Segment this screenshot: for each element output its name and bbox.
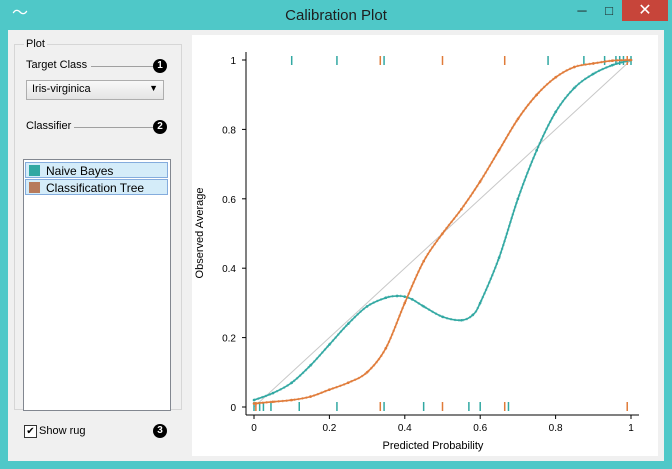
y-tick-label: 0.6 [222,195,236,206]
classification-tree-point [328,388,331,391]
naive-bayes-point [271,391,275,395]
naive-bayes-point [395,294,399,298]
classification-tree-point [554,76,557,79]
naive-bayes-point [460,318,463,322]
naive-bayes-point [422,305,425,308]
naive-bayes-point [516,197,520,201]
list-item-naive-bayes[interactable]: Naive Bayes [25,162,168,178]
classification-tree-point [478,180,482,183]
naive-bayes-point [290,381,293,385]
y-tick-label: 0.4 [222,264,236,275]
naive-bayes-point [346,322,350,326]
naive-bayes-point [365,305,369,308]
classification-tree-point [516,117,520,121]
naive-bayes-point [441,315,444,319]
x-tick-label: 0.8 [549,423,563,434]
naive-bayes-swatch [29,165,40,176]
naive-bayes-point [384,296,388,299]
list-item-label: Naive Bayes [46,164,114,178]
classification-tree-point [441,232,444,235]
classification-tree-point [592,62,595,65]
classification-tree-point [497,148,501,152]
target-class-value: Iris-virginica [32,83,91,95]
plot-area: 0 0.2 0.4 0.6 0.8 1 0 0.2 0.4 0.6 0.8 1 Predicted P… [192,35,658,456]
y-tick-label: 0 [230,403,236,414]
classifier-divider [74,127,153,128]
naive-bayes-point [478,301,482,305]
x-tick-label: 0 [251,423,257,434]
classification-tree-point [629,58,633,62]
list-item-label: Classification Tree [46,181,145,195]
x-tick-label: 0.6 [473,423,487,434]
x-tick-label: 0.4 [398,423,412,434]
show-rug-checkbox[interactable]: ✔ [24,425,37,438]
naive-bayes-point [535,148,539,152]
badge-3: 3 [153,424,167,438]
naive-bayes-point [592,72,595,76]
classification-tree-point [309,395,312,398]
y-tick-label: 0.2 [222,334,236,345]
naive-bayes-point [403,295,407,298]
naive-bayes-point [309,364,312,367]
close-button[interactable]: ✕ [622,0,668,21]
badge-1: 1 [153,59,167,73]
classification-tree-point [271,400,275,404]
naive-bayes-point [497,256,501,260]
chevron-down-icon: ▼ [149,83,158,93]
target-class-divider [91,66,153,67]
classification-tree-swatch [29,182,40,193]
classification-tree-point [610,59,614,62]
classification-tree-point [573,65,576,69]
classification-tree-point [252,402,256,405]
classifier-label: Classifier [26,120,72,132]
minimize-button[interactable]: ─ [577,3,587,18]
naive-bayes-point [554,110,557,114]
naive-bayes-point [573,86,576,90]
naive-bayes-series-line [253,59,632,401]
orange-squiggle-icon: 〜 [12,5,29,22]
classification-tree-point [384,346,388,350]
client-area: Plot Target Class 1 Iris-virginica ▼ Cla… [8,30,664,461]
naive-bayes-point [252,398,256,402]
badge-2: 2 [153,120,167,134]
plot-group-title: Plot [24,38,47,50]
classification-tree-point [535,93,539,96]
classification-tree-point [290,398,293,402]
y-tick-label: 0.8 [222,125,236,136]
control-panel: Plot Target Class 1 Iris-virginica ▼ Cla… [8,30,192,461]
title-bar[interactable]: 〜 Calibration Plot ─ □ ✕ [0,0,672,30]
x-tick-label: 1 [628,423,634,434]
naive-bayes-point [328,343,331,346]
target-class-label: Target Class [26,59,88,71]
classification-tree-point [422,259,425,263]
x-tick-label: 0.2 [322,423,336,434]
y-axis-label: Observed Average [194,188,206,279]
calibration-chart: 0 0.2 0.4 0.6 0.8 1 0 0.2 0.4 0.6 0.8 1 Predicted P… [194,52,639,452]
y-tick-label: 1 [230,56,236,67]
classification-tree-point [403,301,407,305]
classifier-list[interactable]: Naive Bayes Classification Tree [23,159,171,411]
x-axis-label: Predicted Probability [383,440,484,452]
naive-bayes-point [471,313,474,317]
classification-tree-point [346,381,350,385]
naive-bayes-point [411,298,414,301]
naive-bayes-marker-band [253,58,632,402]
maximize-button[interactable]: □ [605,3,613,18]
list-item-classification-tree[interactable]: Classification Tree [25,179,168,195]
classification-tree-point [460,207,463,211]
show-rug-label[interactable]: Show rug [39,425,86,437]
window-title: Calibration Plot [285,7,387,24]
classification-tree-point [365,371,369,374]
target-class-dropdown[interactable]: Iris-virginica ▼ [26,80,164,100]
naive-bayes-point [610,63,614,67]
